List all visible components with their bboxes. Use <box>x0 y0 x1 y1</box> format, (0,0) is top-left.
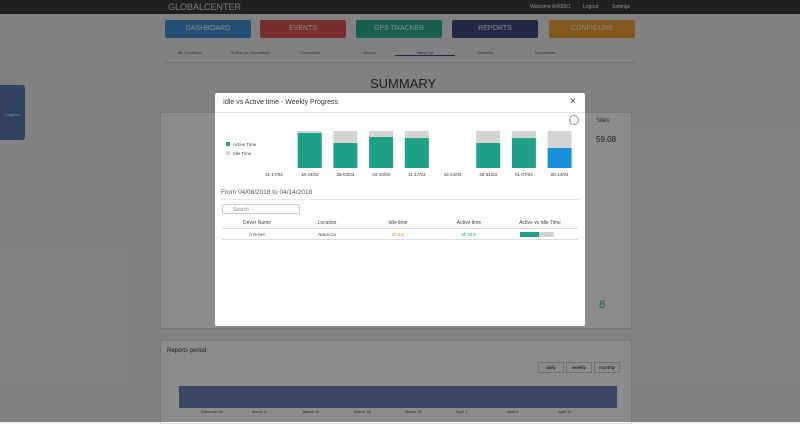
column-header: Active vs Idle Time <box>519 220 561 226</box>
bar-segment <box>333 142 358 168</box>
bar-segment <box>404 131 429 139</box>
table-cell: 0h 51m <box>461 232 477 237</box>
x-tick-label: 11-17/03 <box>408 172 426 177</box>
timeline <box>179 386 617 408</box>
timeline-label: April 1 <box>456 409 468 414</box>
share-bar <box>520 232 540 237</box>
bar-segment <box>297 132 322 168</box>
sites-value: 59.08 <box>596 135 617 144</box>
bar-segment <box>511 131 536 139</box>
x-tick-label: 18-24/03 <box>444 172 462 177</box>
period-button[interactable]: monthly <box>594 362 620 373</box>
timeline-label: February 26 <box>201 409 223 414</box>
nav-button[interactable]: DASHBOARD <box>165 20 251 38</box>
settings[interactable]: Settings <box>612 4 631 10</box>
close-button[interactable]: × <box>570 96 576 107</box>
x-tick-label: 18-24/02 <box>301 172 319 177</box>
divider <box>222 228 578 229</box>
column-header: Location <box>317 220 337 226</box>
nav-button[interactable]: GPS TRACKER <box>356 20 442 38</box>
bar-segment <box>476 142 501 168</box>
nav-button[interactable]: CONFIGURE <box>549 20 635 38</box>
x-tick-label: 11-17/02 <box>265 172 283 177</box>
reports-period: Reports period <box>167 348 207 354</box>
sites-label: Sites <box>596 118 610 124</box>
x-tick-label: 01-07/04 <box>515 172 533 177</box>
timeline-label: March 11 <box>303 409 320 414</box>
welcome: Welcome AI00001 <box>530 4 571 10</box>
subnav-item[interactable]: Remarks <box>476 50 493 55</box>
chart: Active Time Idle Time 11-17/02 18-24/02 25-0… <box>226 131 572 177</box>
subnav: All Conditions Outline de Information Co… <box>165 46 635 63</box>
legend-label: Active Time <box>233 142 257 147</box>
subnav-item[interactable]: Connection <box>299 50 321 55</box>
nav-button[interactable]: EVENTS <box>260 20 346 38</box>
column-header: Idle time <box>388 220 408 226</box>
table: Driver Name Location Idle time Active time A… <box>222 220 578 246</box>
bar-segment <box>511 138 536 168</box>
legend-swatch <box>226 151 230 155</box>
bar-segment <box>369 136 394 168</box>
export-button[interactable] <box>569 115 579 125</box>
timeline-label: April 8 <box>507 409 519 414</box>
table-cell: A Driver <box>248 232 265 237</box>
count: 8 <box>599 299 606 311</box>
bar-segment <box>547 131 572 149</box>
bar-segment <box>369 131 394 137</box>
modal-title: Idle vs Active time - Weekly Progress <box>223 99 339 106</box>
column-header: Active time <box>456 220 482 226</box>
subnav-item[interactable]: Outline de Information <box>230 50 270 55</box>
subnav-item[interactable]: Tachometer <box>534 50 556 55</box>
timeline-label: March 25 <box>405 409 422 414</box>
divider <box>221 199 581 200</box>
bar-segment <box>404 138 429 168</box>
logout[interactable]: Logout <box>583 4 599 10</box>
side-tab[interactable]: Graphics <box>0 85 25 140</box>
date-range: From 04/08/2018 to 04/14/2018 <box>221 189 313 196</box>
period-button[interactable]: weekly <box>566 362 592 373</box>
timeline-label: March 4 <box>252 409 267 414</box>
x-tick-label: 25-31/03 <box>479 172 497 177</box>
table-cell: 0h 5m <box>391 232 405 237</box>
timeline-labels: February 26 March 4 March 11 March 18 March … <box>179 409 617 417</box>
x-tick-label: 04-10/03 <box>372 172 390 177</box>
legend-swatch <box>226 142 230 146</box>
subnav-item[interactable]: All Conditions <box>177 50 203 55</box>
bar-segment <box>476 131 501 143</box>
timeline-label: March 18 <box>354 409 371 414</box>
search-input[interactable]: Search <box>222 204 300 214</box>
x-tick-label: 08-14/04 <box>551 172 569 177</box>
x-tick-label: 25-03/03 <box>337 172 355 177</box>
table-cell: Nana Ca <box>318 232 336 237</box>
brand: GLOBALCENTER <box>168 2 242 12</box>
subnav-item[interactable]: Nana Ca <box>395 50 455 56</box>
bar-segment <box>297 131 322 133</box>
period-panel: Reports period daily weekly monthly Febr… <box>160 340 632 424</box>
modal: Idle vs Active time - Weekly Progress × … <box>215 93 585 326</box>
timeline-label: April 15 <box>558 409 572 414</box>
summary-title: SUMMARY <box>370 76 437 91</box>
bar-segment <box>333 131 358 143</box>
bar-segment <box>547 148 572 168</box>
top-bar: GLOBALCENTER Welcome AI00001 Logout Sett… <box>0 0 800 14</box>
period-button[interactable]: daily <box>538 362 564 373</box>
legend-label: Idle Time <box>233 151 252 156</box>
row-border <box>222 239 578 240</box>
column-header: Driver Name <box>242 220 272 226</box>
nav-button[interactable]: REPORTS <box>452 20 538 38</box>
divider <box>215 112 585 113</box>
subnav-item[interactable]: Service <box>363 50 377 55</box>
